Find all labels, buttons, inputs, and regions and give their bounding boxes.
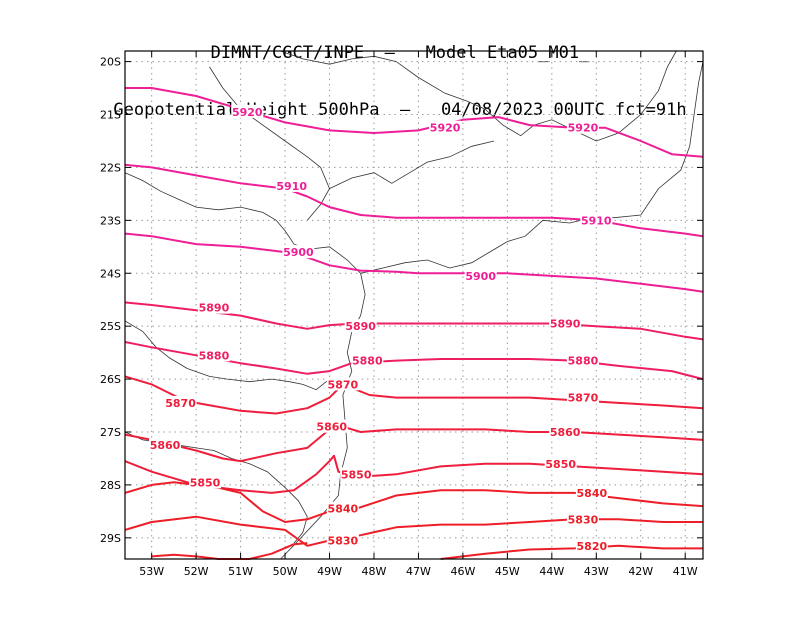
x-tick-label-8: 45W bbox=[495, 565, 520, 578]
contour-label-bg-5-0 bbox=[164, 395, 197, 409]
contour-label-bg-7-0 bbox=[189, 475, 222, 489]
contour-label-2-0: 5900 bbox=[283, 246, 314, 259]
contour-label-bg-2-1 bbox=[464, 268, 497, 282]
contour-label-2-1: 5900 bbox=[465, 270, 496, 283]
x-tick-label-5: 48W bbox=[362, 565, 387, 578]
contour-label-5-0: 5870 bbox=[165, 397, 196, 410]
contour-label-4-0: 5880 bbox=[199, 349, 230, 362]
contour-label-bg-9-1 bbox=[566, 512, 599, 526]
contour-label-7-2: 5850 bbox=[545, 458, 576, 471]
y-tick-label-5: 25S bbox=[100, 320, 121, 333]
contour-label-bg-5-2 bbox=[566, 390, 599, 404]
contour-line-10 bbox=[151, 542, 308, 560]
contour-label-8-0: 5840 bbox=[328, 503, 359, 516]
x-tick-label-12: 41W bbox=[673, 565, 698, 578]
coastline-1 bbox=[124, 172, 366, 560]
x-tick-label-2: 51W bbox=[228, 565, 253, 578]
y-tick-label-0: 20S bbox=[100, 56, 121, 69]
contour-label-bg-6-2 bbox=[549, 425, 582, 438]
contour-label-4-1: 5880 bbox=[352, 355, 383, 368]
y-tick-label-1: 21S bbox=[100, 109, 121, 122]
contour-label-8-1: 5840 bbox=[577, 487, 608, 500]
contour-label-bg-11-0 bbox=[575, 538, 608, 552]
coastline-5 bbox=[209, 66, 330, 221]
y-tick-label-2: 22S bbox=[100, 161, 121, 174]
contour-label-bg-3-2 bbox=[549, 316, 582, 330]
x-tick-label-11: 42W bbox=[628, 565, 653, 578]
contour-label-6-1: 5860 bbox=[316, 421, 347, 434]
contour-label-layer: 5920 5920 5920 5910 5910 5900 5900 5890 5890 5890… bbox=[149, 104, 613, 553]
contour-label-bg-0-0 bbox=[231, 104, 264, 118]
contour-line-2 bbox=[124, 232, 704, 293]
x-tick-label-6: 47W bbox=[406, 565, 431, 578]
x-tick-label-0: 53W bbox=[139, 565, 164, 578]
title-line-1: DIMNT/CGCT/INPE – Model Eta05_M01_ bbox=[210, 43, 590, 63]
contour-label-bg-4-1 bbox=[351, 353, 384, 367]
contour-label-bg-0-1 bbox=[429, 120, 462, 134]
coastline-6 bbox=[329, 140, 495, 189]
contour-label-9-0: 5830 bbox=[328, 534, 359, 547]
y-tick-label-8: 28S bbox=[100, 479, 121, 492]
coastline-4 bbox=[360, 61, 704, 274]
contour-label-bg-0-2 bbox=[566, 120, 599, 134]
contour-line-0 bbox=[125, 87, 704, 158]
x-tick-label-9: 44W bbox=[539, 565, 564, 578]
contour-label-3-1: 5890 bbox=[345, 320, 376, 333]
contour-label-3-2: 5890 bbox=[550, 318, 581, 331]
contour-label-bg-6-1 bbox=[315, 419, 348, 433]
contour-line-1 bbox=[124, 163, 704, 238]
contour-label-bg-1-1 bbox=[580, 213, 613, 227]
contour-line-11 bbox=[440, 544, 703, 560]
plot-frame bbox=[124, 50, 704, 560]
contour-label-bg-8-0 bbox=[326, 501, 359, 515]
x-tick-label-3: 50W bbox=[273, 565, 298, 578]
contour-label-bg-2-0 bbox=[282, 245, 315, 259]
y-tick-label-7: 27S bbox=[100, 426, 121, 439]
contour-label-1-0: 5910 bbox=[276, 180, 307, 193]
contour-label-bg-3-0 bbox=[197, 300, 230, 314]
contour-line-5 bbox=[124, 375, 704, 415]
x-tick-label-1: 52W bbox=[184, 565, 209, 578]
coastline-0 bbox=[280, 50, 677, 142]
contour-label-bg-1-0 bbox=[275, 178, 308, 192]
contour-label-bg-3-1 bbox=[344, 319, 377, 333]
contour-label-0-2: 5920 bbox=[568, 122, 599, 135]
contour-label-bg-6-0 bbox=[149, 438, 182, 452]
contour-label-bg-7-2 bbox=[544, 456, 577, 470]
y-tick-label-3: 23S bbox=[100, 214, 121, 227]
contour-label-6-2: 5860 bbox=[550, 426, 581, 439]
y-tick-label-9: 29S bbox=[100, 532, 121, 545]
contour-label-bg-8-1 bbox=[575, 485, 608, 499]
x-axis: 53W 52W 51W 50W 49W 48W 47W 46W 45W 44W 43W 42W 41W bbox=[139, 51, 698, 578]
y-tick-label-4: 24S bbox=[100, 267, 121, 280]
contour-label-bg-5-1 bbox=[326, 377, 359, 391]
y-axis: 20S 21S 22S 23S 24S 25S 26S 27S 28S 29S bbox=[100, 56, 703, 545]
x-tick-label-7: 46W bbox=[450, 565, 475, 578]
x-tick-label-4: 49W bbox=[317, 565, 342, 578]
contour-label-bg-9-0 bbox=[326, 533, 359, 547]
contour-label-11-0: 5820 bbox=[577, 540, 608, 553]
contour-label-0-1: 5920 bbox=[430, 122, 461, 135]
contour-label-bg-4-0 bbox=[197, 348, 230, 362]
contour-label-1-1: 5910 bbox=[581, 214, 612, 227]
coastline-2 bbox=[124, 320, 343, 391]
contour-label-6-0: 5860 bbox=[150, 439, 181, 452]
contour-label-0-0: 5920 bbox=[232, 106, 263, 119]
y-tick-label-6: 26S bbox=[100, 373, 121, 386]
contour-label-3-0: 5890 bbox=[199, 302, 230, 315]
contour-label-9-1: 5830 bbox=[568, 513, 599, 526]
contour-line-6 bbox=[124, 425, 704, 463]
contour-label-4-2: 5880 bbox=[568, 355, 599, 368]
contour-label-5-1: 5870 bbox=[328, 378, 359, 391]
x-tick-label-10: 43W bbox=[584, 565, 609, 578]
contour-label-7-1: 5850 bbox=[341, 468, 372, 481]
contour-line-9 bbox=[124, 515, 703, 547]
contour-label-5-2: 5870 bbox=[568, 392, 599, 405]
contour-label-bg-7-1 bbox=[340, 467, 373, 481]
contour-label-bg-4-2 bbox=[566, 353, 599, 367]
contour-label-7-0: 5850 bbox=[190, 476, 221, 489]
